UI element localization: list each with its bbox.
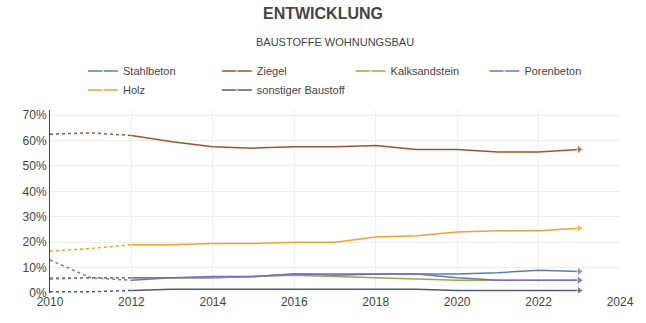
svg-text:Ziegel: Ziegel [257, 65, 287, 77]
svg-text:Holz: Holz [123, 84, 145, 96]
svg-text:10%: 10% [23, 261, 47, 275]
svg-text:20%: 20% [23, 235, 47, 249]
svg-text:40%: 40% [23, 185, 47, 199]
svg-text:2024: 2024 [607, 295, 634, 309]
svg-text:30%: 30% [23, 210, 47, 224]
svg-text:2012: 2012 [118, 295, 145, 309]
svg-text:70%: 70% [23, 108, 47, 122]
svg-text:2016: 2016 [281, 295, 308, 309]
svg-text:50%: 50% [23, 159, 47, 173]
svg-text:2022: 2022 [525, 295, 552, 309]
svg-text:2018: 2018 [362, 295, 389, 309]
svg-text:60%: 60% [23, 134, 47, 148]
svg-text:Porenbeton: Porenbeton [524, 65, 581, 77]
svg-text:2010: 2010 [37, 295, 64, 309]
svg-text:Kalksandstein: Kalksandstein [391, 65, 460, 77]
svg-text:2020: 2020 [444, 295, 471, 309]
svg-text:0%: 0% [29, 286, 47, 300]
svg-text:BAUSTOFFE WOHNUNGSBAU: BAUSTOFFE WOHNUNGSBAU [256, 36, 414, 48]
svg-text:Stahlbeton: Stahlbeton [123, 65, 176, 77]
svg-text:2014: 2014 [200, 295, 227, 309]
svg-text:sonstiger Baustoff: sonstiger Baustoff [257, 84, 346, 96]
svg-text:ENTWICKLUNG: ENTWICKLUNG [263, 5, 383, 22]
